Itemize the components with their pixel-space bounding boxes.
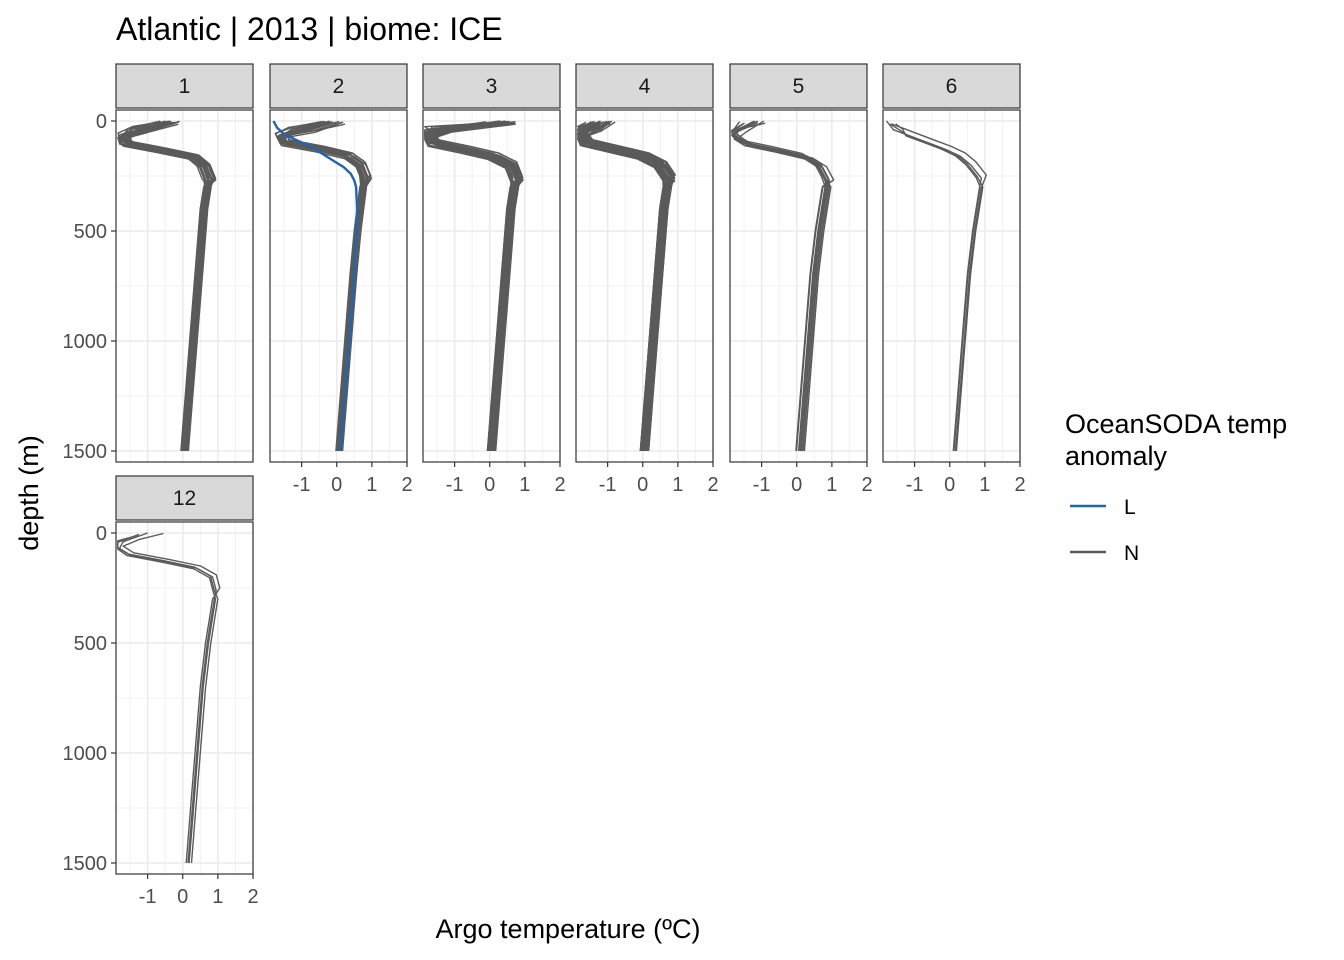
facet-panel-5: 5 -1 0 1 2 — [729, 63, 873, 496]
facet-strip-label: 2 — [333, 75, 345, 98]
facet-strip — [269, 63, 408, 109]
profile-line-N — [274, 120, 368, 452]
y-tick-label: 1000 — [63, 743, 108, 765]
x-tick-label: -1 — [599, 474, 617, 496]
profile-line-N — [582, 121, 675, 452]
profile-line-N — [731, 122, 830, 452]
x-tick-label: -1 — [293, 474, 311, 496]
x-tick-label: 1 — [672, 474, 683, 496]
profile-line-N — [431, 121, 521, 452]
facet-strip-label: 3 — [486, 75, 498, 98]
chart-title: Atlantic | 2013 | biome: ICE — [116, 11, 503, 47]
y-tick-label: 500 — [74, 221, 107, 243]
y-tick-label: 1500 — [63, 853, 108, 875]
y-axis-title-group: depth (m) — [14, 435, 44, 551]
facet-strip — [882, 63, 1021, 109]
y-tick-label: 1500 — [63, 441, 108, 463]
facet-strip-label: 5 — [793, 75, 805, 98]
profile-line-N — [577, 122, 667, 452]
facet-panel-6: 6 -1 0 1 2 — [882, 63, 1026, 496]
profile-line-N — [117, 533, 217, 864]
x-tick-label: 2 — [707, 474, 718, 496]
facet-strip — [575, 63, 714, 109]
profile-line-N — [895, 123, 981, 452]
x-tick-label: 1 — [519, 474, 530, 496]
facet-strip-label: 6 — [946, 75, 958, 98]
y-axis-title: depth (m) — [14, 435, 44, 551]
facet-strip-label: 1 — [179, 75, 191, 98]
profile-line-N — [125, 123, 213, 452]
y-tick-label: 0 — [96, 111, 107, 133]
panel-border — [729, 109, 868, 463]
profile-line-N — [578, 122, 671, 452]
x-tick-label: 1 — [212, 886, 223, 908]
profile-line-N — [585, 122, 675, 452]
facet-strip-label: 12 — [173, 487, 196, 510]
legend-title-line: OceanSODA temp — [1065, 409, 1287, 439]
x-tick-label: 0 — [637, 474, 648, 496]
x-tick-label: 1 — [979, 474, 990, 496]
profile-line-N — [577, 121, 676, 452]
y-tick-label: 1000 — [63, 331, 108, 353]
x-tick-label: 0 — [944, 474, 955, 496]
legend: OceanSODA temp anomaly LN — [1065, 409, 1287, 565]
profile-line-N — [122, 532, 221, 864]
legend-label-N: N — [1124, 542, 1139, 565]
panel-border — [575, 109, 714, 463]
panel-border — [115, 521, 254, 875]
profile-line-N — [891, 123, 987, 452]
profile-line-N — [126, 120, 215, 452]
profile-line-N — [889, 123, 984, 452]
x-tick-label: -1 — [753, 474, 771, 496]
x-tick-label: -1 — [906, 474, 924, 496]
x-tick-label: -1 — [139, 886, 157, 908]
legend-title: OceanSODA temp anomaly — [1065, 409, 1287, 471]
facet-strip — [422, 63, 561, 109]
profile-line-L — [272, 120, 359, 452]
profile-line-N — [578, 122, 669, 452]
facet-panel-1: 1 0 500 1000 1500 — [63, 63, 254, 463]
facet-panel-2: 2 -1 0 1 2 — [269, 63, 413, 496]
x-tick-label: 0 — [484, 474, 495, 496]
x-tick-label: 2 — [554, 474, 565, 496]
x-tick-label: 2 — [401, 474, 412, 496]
x-tick-label: 0 — [331, 474, 342, 496]
x-tick-label: 2 — [861, 474, 872, 496]
panel-border — [422, 109, 561, 463]
profile-line-N — [117, 123, 209, 452]
y-tick-label: 0 — [96, 523, 107, 545]
facet-strip-label: 4 — [639, 75, 651, 98]
x-tick-label: 2 — [247, 886, 258, 908]
legend-title-line: anomaly — [1065, 441, 1168, 471]
panel-border — [269, 109, 408, 463]
x-tick-label: -1 — [446, 474, 464, 496]
x-tick-label: 1 — [826, 474, 837, 496]
x-tick-label: 0 — [177, 886, 188, 908]
facet-panel-4: 4 -1 0 1 2 — [575, 63, 719, 496]
panel-border — [115, 109, 254, 463]
facet-strip — [115, 475, 254, 521]
legend-label-L: L — [1124, 496, 1136, 519]
x-tick-label: 0 — [791, 474, 802, 496]
panel-border — [882, 109, 1021, 463]
x-tick-label: 2 — [1014, 474, 1025, 496]
facet-strip — [115, 63, 254, 109]
profile-line-N — [117, 534, 219, 864]
facet-panel-3: 3 -1 0 1 2 — [422, 63, 566, 496]
x-axis-title: Argo temperature (ºC) — [436, 914, 701, 944]
x-tick-label: 1 — [366, 474, 377, 496]
profile-line-N — [424, 122, 519, 452]
y-tick-label: 500 — [74, 633, 107, 655]
profile-line-N — [424, 121, 512, 452]
facet-strip — [729, 63, 868, 109]
